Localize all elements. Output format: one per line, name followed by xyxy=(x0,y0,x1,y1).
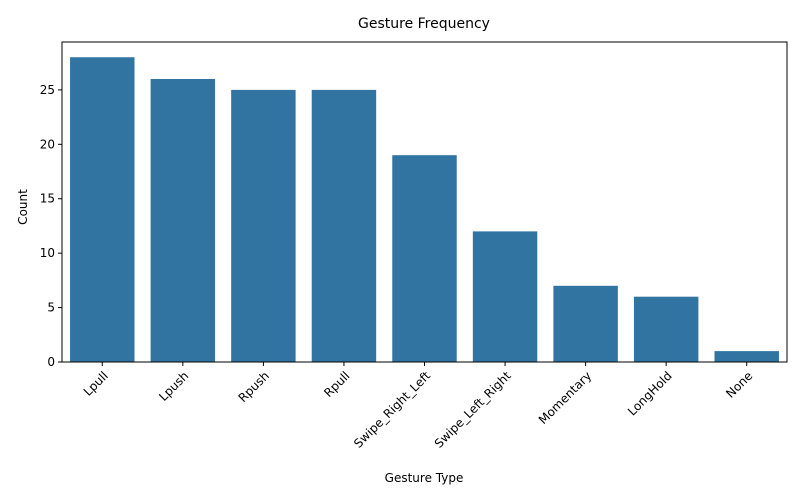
x-tick-label: Momentary xyxy=(536,369,594,427)
y-tick-label: 15 xyxy=(40,192,55,206)
bar-lpull xyxy=(70,57,135,362)
bar-none xyxy=(714,351,779,362)
x-tick-label: Swipe_Right_Left xyxy=(351,368,433,450)
y-tick-label: 25 xyxy=(40,83,55,97)
chart-title: Gesture Frequency xyxy=(358,16,490,32)
bar-longhold xyxy=(633,296,699,362)
x-tick-label: Rpull xyxy=(321,369,352,400)
x-tick-label: Rpush xyxy=(236,369,272,405)
y-tick-label: 5 xyxy=(47,301,55,315)
y-tick-label: 10 xyxy=(40,246,55,260)
y-axis-label: Count xyxy=(16,189,30,225)
bar-swipe-left-right xyxy=(472,231,538,362)
plot-frame xyxy=(61,41,788,363)
y-axis: 0 5 10 15 20 25 xyxy=(40,83,62,369)
bars-group xyxy=(70,57,779,362)
bar-swipe-right-left xyxy=(392,155,457,362)
x-axis-label: Gesture Type xyxy=(385,471,464,485)
bar-rpull xyxy=(311,89,377,362)
bar-lpush xyxy=(150,79,216,362)
bar-momentary xyxy=(553,285,618,362)
y-tick-label: 0 xyxy=(47,355,55,369)
x-tick-label: Swipe_Left_Right xyxy=(432,368,514,450)
x-tick-label: None xyxy=(723,369,755,401)
bar-rpush xyxy=(231,89,296,362)
x-tick-label: LongHold xyxy=(625,369,675,419)
x-axis: Lpull Lpush Rpush RpullSwipe_Right_LeftSwip… xyxy=(81,362,755,451)
x-tick-label: Lpull xyxy=(81,369,111,399)
y-tick-label: 20 xyxy=(40,137,55,151)
x-tick-label: Lpush xyxy=(156,369,191,404)
